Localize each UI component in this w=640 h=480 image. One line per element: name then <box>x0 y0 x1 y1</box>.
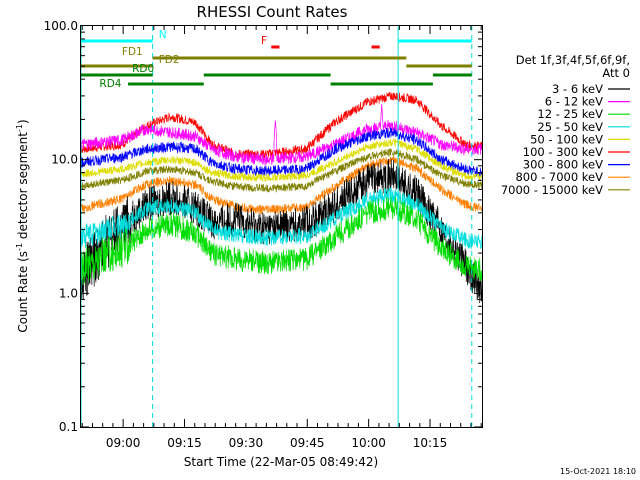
x-tick-label: 09:15 <box>167 436 202 450</box>
y-tick-label: 100.0 <box>44 19 78 33</box>
y-tick-label: 10.0 <box>51 153 78 167</box>
legend-label-5: 50 - 100 keV <box>530 132 603 146</box>
series-line-6 <box>80 155 483 215</box>
legend: Det 1f,3f,4f,5f,6f,9f, Att 0 3 - 6 keV6 … <box>501 53 630 197</box>
y-tick-label: 0.1 <box>59 420 78 434</box>
legend-label-6: 100 - 300 keV <box>523 145 603 159</box>
x-tick-label: 09:45 <box>290 436 325 450</box>
state-bars: N F FD1 FD2 RD0 RD4 <box>81 29 472 90</box>
state-label-f: F <box>261 35 267 47</box>
state-label-n: N <box>159 29 167 41</box>
legend-attenuator: Att 0 <box>602 66 630 80</box>
y-axis: 100.0 10.0 1.0 0.1 <box>44 19 482 434</box>
legend-label-8: 800 - 7000 keV <box>515 170 603 184</box>
y-axis-label: Count Rate (s-1 detector segment-1) <box>15 119 30 332</box>
state-label-fd1: FD1 <box>122 46 143 58</box>
series-line-1 <box>80 91 483 160</box>
x-axis: 09:00 09:15 09:30 09:45 10:00 10:15 <box>81 26 482 450</box>
series-group <box>80 91 483 304</box>
state-label-rd4: RD4 <box>99 78 121 90</box>
legend-label-4: 25 - 50 keV <box>537 120 603 134</box>
x-tick-label: 09:30 <box>229 436 264 450</box>
series-line-4 <box>80 138 483 182</box>
x-tick-label: 10:00 <box>351 436 386 450</box>
legend-label-1: 3 - 6 keV <box>552 82 603 96</box>
series-line-7 <box>80 158 483 304</box>
footer-timestamp: 15-Oct-2021 18:10 <box>560 467 636 476</box>
series-line-8 <box>80 186 483 250</box>
legend-label-9: 7000 - 15000 keV <box>501 183 603 197</box>
y-tick-label: 1.0 <box>59 286 78 300</box>
legend-label-7: 300 - 800 keV <box>523 158 603 172</box>
series-line-2 <box>80 104 483 166</box>
legend-label-3: 12 - 25 keV <box>537 107 603 121</box>
x-tick-label: 10:15 <box>413 436 448 450</box>
series-line-3 <box>80 127 483 178</box>
series-line-5 <box>80 147 483 193</box>
legend-header: Det 1f,3f,4f,5f,6f,9f, <box>516 53 630 67</box>
plot-frame <box>80 25 483 428</box>
chart-title: RHESSI Count Rates <box>197 3 348 21</box>
series-line-9 <box>80 196 483 285</box>
x-axis-label: Start Time (22-Mar-05 08:49:42) <box>184 455 378 469</box>
legend-label-2: 6 - 12 keV <box>545 95 603 109</box>
x-tick-label: 09:00 <box>106 436 141 450</box>
state-label-rd0: RD0 <box>132 63 154 75</box>
state-label-fd2: FD2 <box>159 54 180 66</box>
